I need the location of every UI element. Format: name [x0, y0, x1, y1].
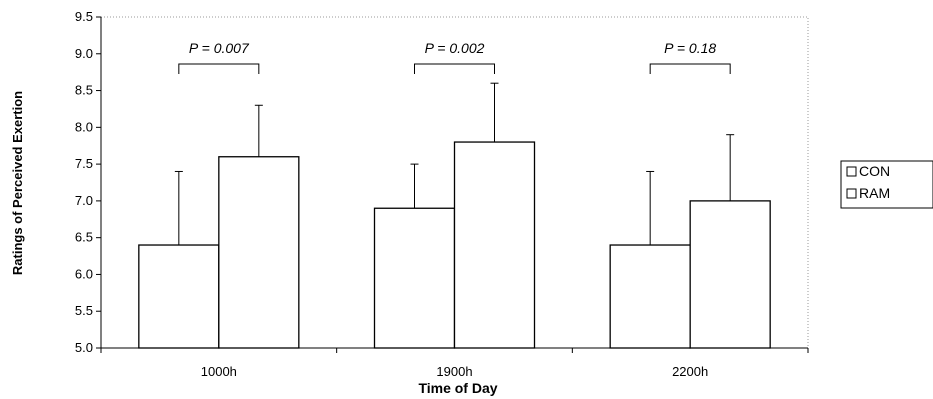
y-tick-label: 7.0 [75, 193, 93, 208]
bar-ram [689, 200, 771, 349]
y-axis-title: Ratings of Perceived Exertion [10, 91, 25, 275]
bar-con [609, 244, 691, 349]
y-tick-label: 7.5 [75, 156, 93, 171]
bar-ram [453, 141, 536, 349]
y-tick-label: 5.0 [75, 340, 93, 355]
bars [138, 141, 771, 349]
legend: CON RAM [840, 160, 933, 209]
y-axis: 5.0 5.5 6.0 6.5 7.0 7.5 8.0 8.5 9.0 9.5 [75, 9, 102, 355]
y-tick-label: 5.5 [75, 303, 93, 318]
significance-bracket [178, 63, 260, 74]
y-tick-label: 9.5 [75, 9, 93, 24]
significance-brackets: P = 0.007 P = 0.002 P = 0.18 [178, 40, 731, 74]
p-value-label: P = 0.007 [189, 40, 250, 56]
x-axis-title: Time of Day [418, 380, 497, 396]
x-tick-label: 2200h [672, 364, 708, 379]
p-value-label: P = 0.002 [425, 40, 485, 56]
x-axis: 1000h 1900h 2200h [100, 347, 809, 379]
error-bars [174, 82, 735, 246]
legend-swatch-con [846, 166, 857, 177]
x-tick-label: 1900h [436, 364, 472, 379]
significance-bracket [649, 63, 731, 74]
legend-swatch-ram [846, 188, 857, 199]
y-tick-label: 8.5 [75, 83, 93, 98]
x-tick-label: 1000h [201, 364, 237, 379]
bar-ram [218, 156, 300, 349]
significance-bracket [414, 63, 495, 74]
p-value-label: P = 0.18 [664, 40, 716, 56]
y-tick-label: 9.0 [75, 46, 93, 61]
legend-label-con: CON [859, 163, 890, 179]
bar-con [373, 207, 456, 349]
legend-label-ram: RAM [859, 185, 890, 201]
y-tick-label: 8.0 [75, 119, 93, 134]
bar-con [138, 244, 220, 349]
y-tick-label: 6.0 [75, 266, 93, 281]
y-tick-label: 6.5 [75, 230, 93, 245]
